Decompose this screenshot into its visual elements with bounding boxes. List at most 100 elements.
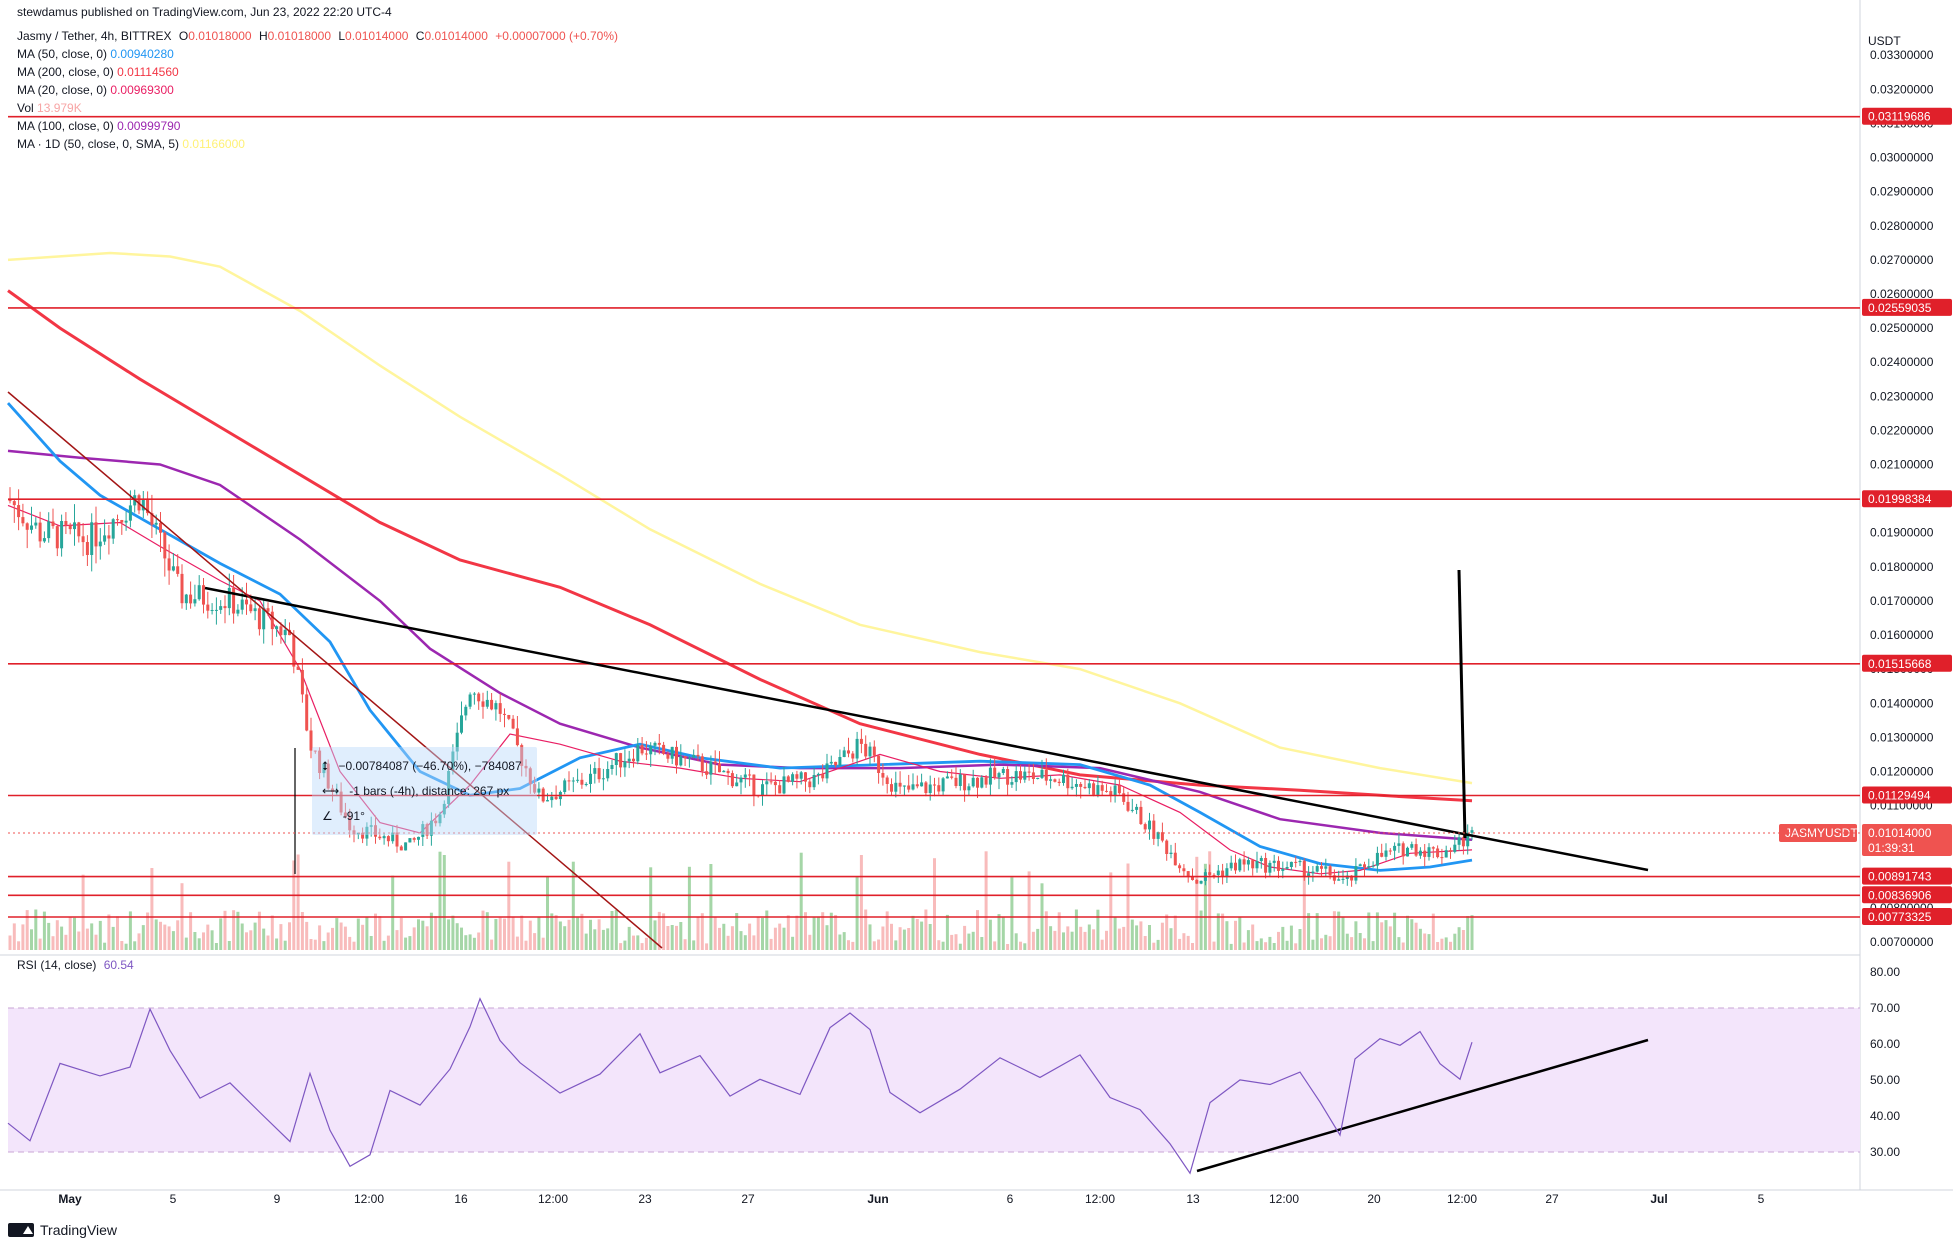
volume-bar — [610, 911, 614, 950]
legend-ma50[interactable]: MA (50, close, 0) 0.00940280 — [17, 45, 618, 63]
legend-ma200[interactable]: MA (200, close, 0) 0.01114560 — [17, 63, 618, 81]
candle-body — [954, 777, 958, 786]
volume-bar — [1328, 936, 1332, 950]
candle-body — [429, 820, 433, 836]
legend: Jasmy / Tether, 4h, BITTREX O0.01018000 … — [17, 27, 618, 153]
footer-brand[interactable]: TradingView — [8, 1222, 117, 1238]
volume-bar — [120, 941, 124, 950]
level-tag-box — [1862, 490, 1952, 508]
candle-body — [976, 777, 979, 788]
volume-bar — [941, 941, 945, 950]
volume-bar — [412, 927, 416, 950]
volume-bar — [1182, 933, 1186, 950]
rsi-legend[interactable]: RSI (14, close) 60.54 — [17, 958, 134, 972]
volume-bar — [950, 934, 954, 950]
candle-body — [606, 769, 610, 779]
candle-body — [563, 780, 567, 792]
candle-body — [1264, 858, 1268, 873]
volume-bar — [249, 930, 253, 950]
candle-body — [1470, 830, 1474, 833]
volume-bars — [8, 851, 1474, 950]
volume-bar — [1096, 909, 1100, 950]
legend-ma100[interactable]: MA (100, close, 0) 0.00999790 — [17, 117, 618, 135]
price-tick: 0.02200000 — [1870, 423, 1934, 437]
candle-body — [911, 784, 915, 790]
ohlc-h-label: H — [258, 29, 268, 43]
volume-bar — [743, 935, 747, 950]
volume-bar — [976, 910, 979, 950]
volume-bar — [1315, 913, 1319, 950]
candle-body — [313, 750, 317, 752]
volume-bar — [915, 919, 919, 950]
volume-bar — [1062, 932, 1065, 950]
volume-bar — [877, 939, 881, 950]
volume-bar — [1135, 925, 1139, 950]
volume-bar — [1302, 860, 1306, 950]
candle-body — [1117, 785, 1121, 794]
volume-bar — [1298, 929, 1302, 950]
volume-bar — [1006, 944, 1010, 950]
drawings[interactable] — [7, 391, 1649, 1173]
price-tick: 0.03000000 — [1870, 151, 1934, 165]
time-tick: 23 — [638, 1192, 652, 1206]
level-tag: 0.01515668 — [1868, 657, 1932, 671]
candle-body — [782, 776, 786, 794]
measure-tooltip: ⭥ −0.00784087 (−46.70%), −784087 ⟷ -1 ba… — [312, 747, 537, 835]
candle-body — [829, 761, 833, 764]
volume-bar — [1053, 930, 1057, 950]
candle-body — [30, 525, 33, 530]
candle-body — [365, 826, 369, 839]
volume-bar — [434, 916, 438, 950]
candle-body — [1027, 771, 1031, 773]
candle-body — [675, 746, 678, 766]
volume-bar — [821, 912, 825, 950]
volume-bar — [1079, 926, 1083, 950]
candle-body — [679, 756, 683, 766]
candle-body — [1019, 771, 1022, 780]
volume-bar — [116, 916, 119, 950]
level-tag-box — [1862, 867, 1952, 885]
volume-bar — [1307, 913, 1311, 950]
volume-bar — [425, 926, 429, 950]
candle-body — [120, 520, 124, 523]
volume-bar — [967, 933, 971, 950]
candle-body — [326, 763, 330, 789]
candle-body — [593, 768, 597, 774]
volume-bar — [288, 922, 291, 950]
candle-body — [1285, 867, 1289, 869]
legend-vol[interactable]: Vol 13.979K — [17, 99, 618, 117]
volume-bar — [885, 911, 889, 950]
volume-bar — [77, 931, 81, 950]
volume-bar — [60, 926, 64, 950]
candle-body — [374, 825, 377, 837]
horizontal-levels[interactable] — [8, 115, 1860, 918]
candle-body — [1173, 852, 1177, 866]
volume-bar — [855, 877, 859, 950]
candle-body — [666, 753, 670, 759]
volume-bar — [1191, 943, 1194, 950]
candle-body — [193, 599, 197, 604]
candle-body — [769, 781, 773, 783]
candle-body — [847, 750, 850, 754]
candle-body — [1195, 880, 1199, 884]
legend-ma20[interactable]: MA (20, close, 0) 0.00969300 — [17, 81, 618, 99]
candle-body — [1208, 872, 1212, 875]
volume-bar — [1393, 912, 1397, 950]
volume-bar — [571, 861, 575, 950]
volume-bar — [90, 923, 94, 950]
candle-body — [739, 777, 743, 783]
candle-body — [752, 774, 756, 796]
volume-bar — [838, 934, 842, 950]
volume-bar — [1371, 941, 1375, 950]
volume-bar — [726, 935, 730, 950]
volume-bar — [730, 926, 734, 950]
legend-ma1d[interactable]: MA · 1D (50, close, 0, SMA, 5) 0.0116600… — [17, 135, 618, 153]
candle-body — [451, 751, 455, 771]
candle-body — [103, 535, 107, 542]
volume-bar — [1440, 938, 1444, 950]
candle-body — [997, 773, 1001, 778]
candle-body — [1380, 852, 1384, 857]
volume-bar — [300, 912, 304, 950]
volume-bar — [189, 912, 193, 950]
